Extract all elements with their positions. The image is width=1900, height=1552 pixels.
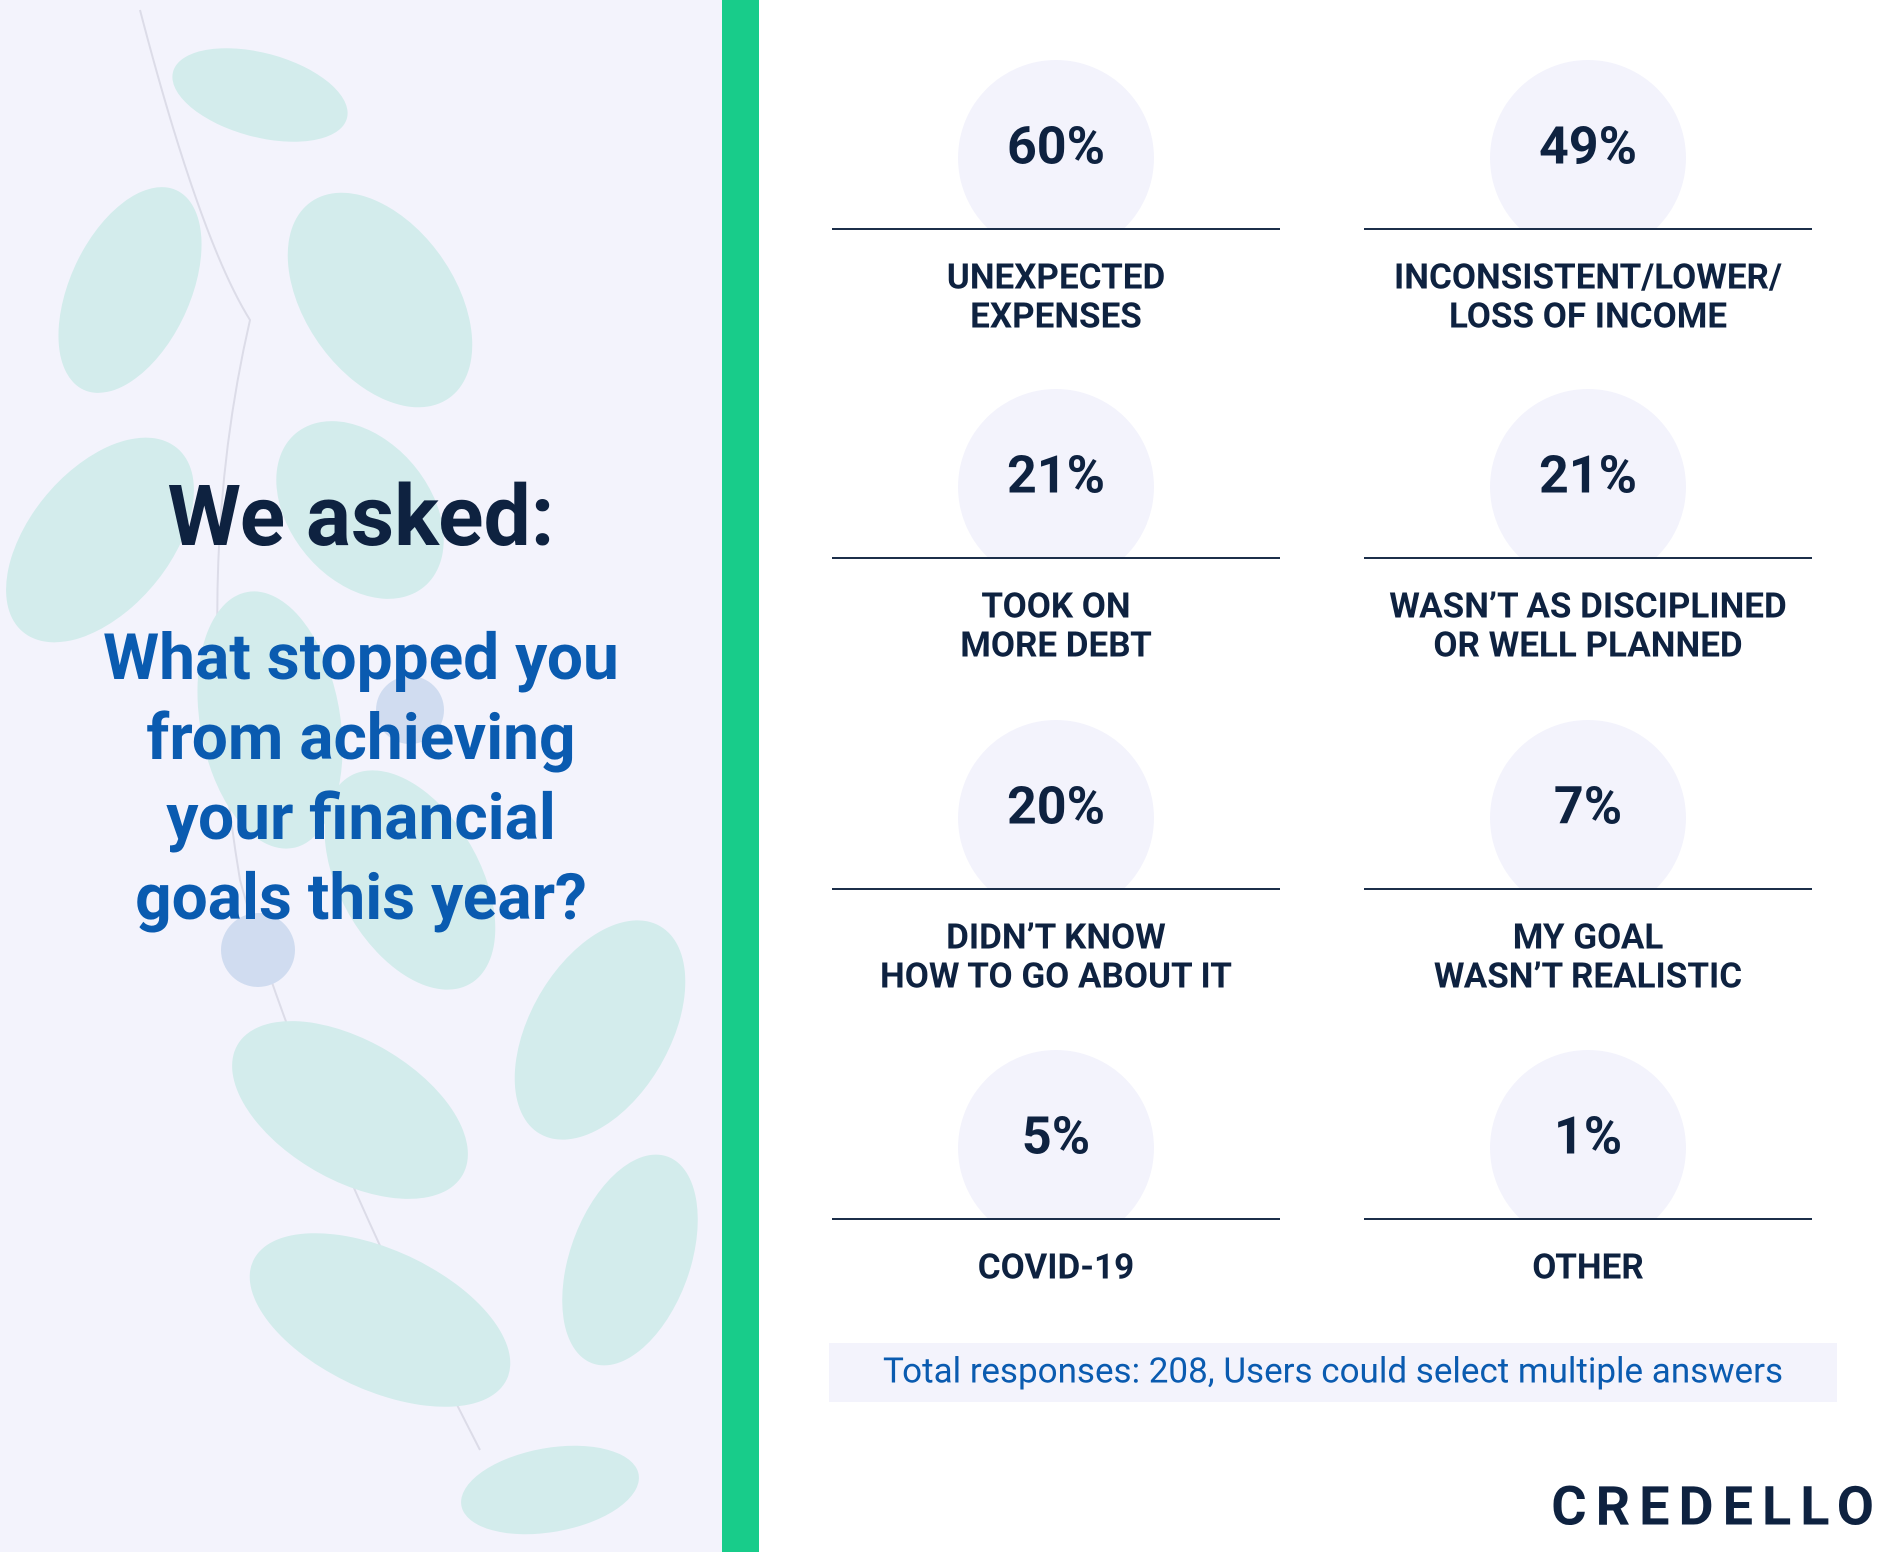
stat-label: WASN’T REALISTIC [1434,955,1742,996]
stat-label: MY GOAL [1513,916,1664,957]
footnote-box [829,1343,1837,1402]
accent-bar [722,0,759,1552]
stat-circle [958,720,1154,889]
question-line: What stopped you [103,620,619,695]
leaf-decoration [6,9,698,1535]
stat-label: LOSS OF INCOME [1449,295,1727,336]
stat-label: WASN’T AS DISCIPLINED [1389,585,1786,626]
stat-circle [958,1050,1154,1219]
question-line: goals this year? [135,860,587,935]
stat-label: COVID-19 [978,1246,1134,1287]
stat-label: UNEXPECTED [947,256,1165,297]
stat-value: 20% [1007,776,1105,837]
stat-value: 7% [1554,776,1622,837]
stat-item: 1% OTHER [1364,1050,1812,1287]
stat-label: INCONSISTENT/LOWER/ [1394,256,1782,297]
stat-value: 60% [1007,116,1105,177]
stat-label: DIDN’T KNOW [946,916,1166,957]
stat-item: 5% COVID-19 [832,1050,1280,1287]
stat-circle [1490,720,1686,889]
stat-circle [958,60,1154,229]
stat-value: 1% [1554,1106,1622,1167]
stat-value: 49% [1539,116,1637,177]
stat-circle [1490,60,1686,229]
question-line: your financial [166,780,556,855]
stat-label: TOOK ON [981,585,1130,626]
stat-circle [1490,1050,1686,1219]
footnote: Total responses: 208, Users could select… [883,1350,1783,1391]
logo: CREDELLO [1551,1475,1883,1538]
stat-circle [958,389,1154,558]
stat-label: OR WELL PLANNED [1433,624,1742,665]
heading: We asked: [168,467,555,566]
stat-label: EXPENSES [970,295,1142,336]
stat-value: 21% [1007,445,1105,506]
stat-item: 49% INCONSISTENT/LOWER/LOSS OF INCOME [1364,60,1812,336]
question-line: from achieving [146,700,575,775]
stat-label: HOW TO GO ABOUT IT [880,955,1232,996]
stat-value: 5% [1022,1106,1090,1167]
stat-label: OTHER [1532,1246,1644,1287]
stat-circle [1490,389,1686,558]
stat-value: 21% [1539,445,1637,506]
stat-label: MORE DEBT [960,624,1152,665]
